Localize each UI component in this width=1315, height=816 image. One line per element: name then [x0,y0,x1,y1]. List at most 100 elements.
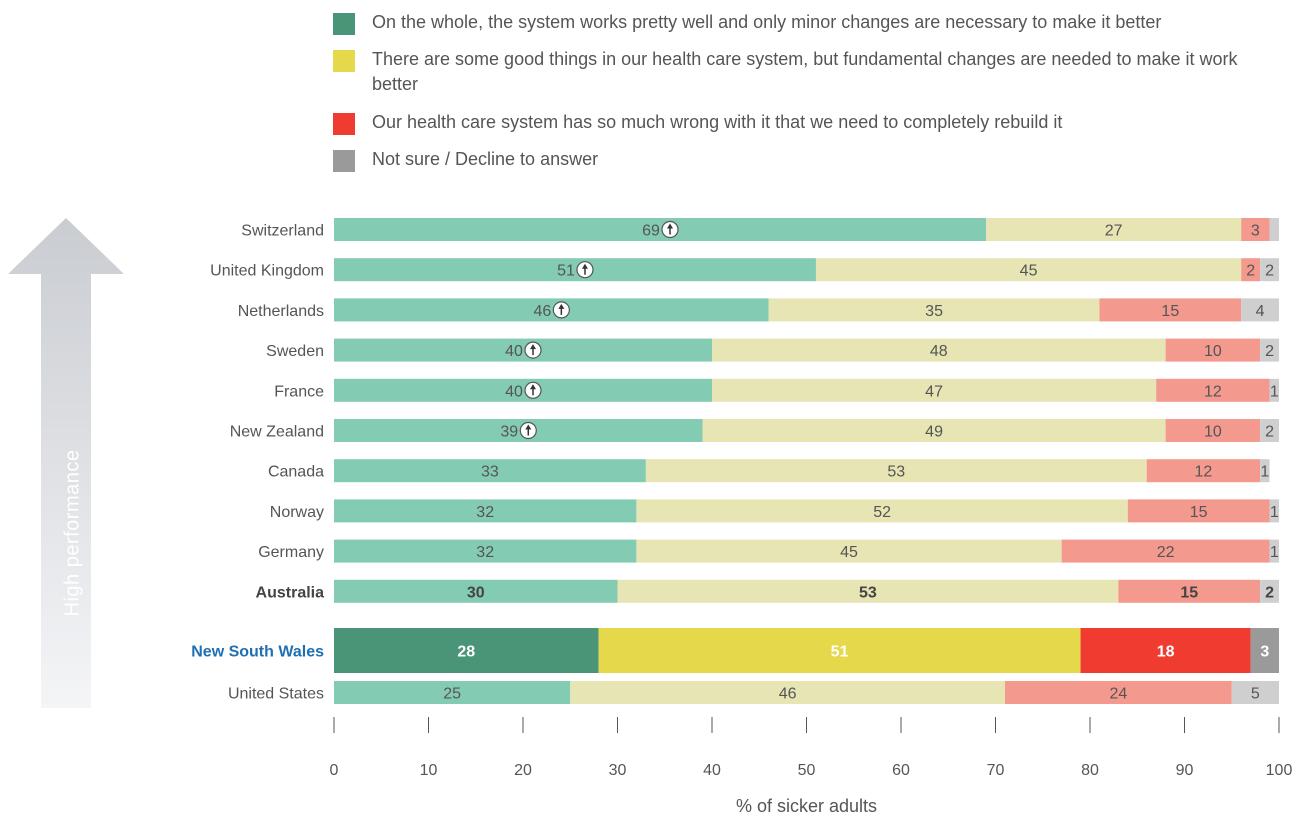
row-label: Canada [268,464,324,481]
up-arrow-icon [524,341,542,359]
data-label: 1 [1260,464,1269,481]
bar-row: New Zealand 39 49 10 2 [230,419,1279,442]
data-label: 4 [1256,303,1265,320]
up-arrow-icon [576,261,594,279]
data-label: 52 [873,504,891,521]
x-tick-label: 100 [1266,762,1293,779]
bar-segment [815,258,1242,282]
bar-segment [1260,258,1279,282]
bar-segment [1099,298,1242,322]
x-tick-label: 70 [987,762,1005,779]
data-label: 39 [500,424,518,441]
legend-swatch-yellow [333,50,355,72]
data-label: 2 [1246,263,1255,280]
bar-segment [334,628,599,673]
bar-segment [334,579,618,603]
bar-segment [1156,378,1270,402]
bar-segment [645,459,1147,483]
bar-segment [334,338,712,362]
data-label: 24 [1109,686,1127,703]
x-tick-label: 80 [1081,762,1099,779]
bar-segment [598,628,1081,673]
bar-segment [1118,579,1261,603]
data-label: 40 [505,343,523,360]
bar-segment [712,378,1157,402]
up-arrow-icon [552,301,570,319]
bar-segment [617,579,1119,603]
legend-item-fundamental-changes: There are some good things in our health… [333,47,1287,97]
data-label: 30 [467,584,485,601]
x-tick-label: 30 [609,762,627,779]
bar-segment [1080,628,1251,673]
bar-segment [1241,218,1270,241]
bar-segment [1250,628,1279,673]
data-label: 22 [1157,544,1175,561]
bar-segment [334,419,703,442]
data-label: 49 [925,424,943,441]
data-label: 2 [1265,263,1274,280]
data-label: 25 [443,686,461,703]
data-label: 15 [1190,504,1208,521]
bar-segment [1231,681,1279,704]
bar-segment [1127,499,1270,523]
bar-row: New South Wales 28 51 18 3 [191,628,1279,673]
row-label: New South Wales [191,644,324,661]
x-tick-label: 20 [514,762,532,779]
legend-swatch-green [333,13,355,35]
row-label: Australia [256,584,325,601]
data-label: 3 [1260,644,1269,661]
row-label: Switzerland [241,223,324,240]
bar-segment [768,298,1100,322]
data-label: 48 [930,343,948,360]
x-axis-title: % of sicker adults [736,796,877,816]
data-label: 32 [476,504,494,521]
data-label: 10 [1204,343,1222,360]
data-label: 35 [925,303,943,320]
bar-segment [1260,338,1279,362]
data-label: 27 [1105,223,1123,240]
bar-segment [1260,419,1279,442]
bar-row: Netherlands 46 35 15 4 [238,298,1279,322]
bar-segment [1269,539,1279,563]
data-label: 47 [925,383,943,400]
data-label: 53 [887,464,905,481]
data-label: 40 [505,383,523,400]
data-label: 15 [1161,303,1179,320]
legend-label: Our health care system has so much wrong… [372,112,1063,132]
bar-segment [1004,681,1232,704]
x-tick-label: 50 [798,762,816,779]
bar-row: Canada 33 53 12 1 [268,459,1270,483]
bar-segment [334,539,637,563]
bar-segment [334,218,987,241]
bar-segment [1061,539,1270,563]
up-arrow-icon [8,218,124,708]
data-label: 51 [831,644,849,661]
bar-row: United Kingdom 51 45 2 2 [210,258,1279,282]
legend-label: There are some good things in our health… [372,49,1238,94]
data-label: 46 [779,686,797,703]
performance-arrow: High performance [8,218,124,708]
up-arrow-icon [524,381,542,399]
row-label: United States [228,686,324,703]
x-tick-label: 40 [703,762,721,779]
bar-row: Germany 32 45 22 1 [258,539,1279,563]
x-tick-label: 0 [330,762,339,779]
data-label: 53 [859,584,877,601]
data-label: 18 [1157,644,1175,661]
x-tick-label: 60 [892,762,910,779]
bar-row: Australia 30 53 15 2 [256,579,1279,603]
data-label: 1 [1270,383,1279,400]
data-label: 2 [1265,584,1274,601]
bar-segment [334,298,769,322]
bar-segment [702,419,1166,442]
data-label: 1 [1270,544,1279,561]
bar-row: Switzerland 69 27 3 [241,218,1279,241]
x-tick-label: 90 [1176,762,1194,779]
data-label: 15 [1180,584,1198,601]
bar-segment [570,681,1005,704]
bar-segment [334,459,646,483]
data-label: 33 [481,464,499,481]
row-label: Norway [270,504,324,521]
legend-swatch-red [333,113,355,135]
